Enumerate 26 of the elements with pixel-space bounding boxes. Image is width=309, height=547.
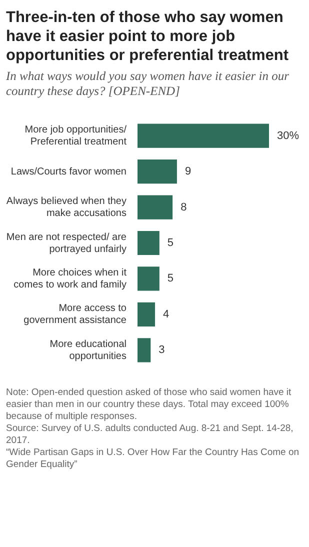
- data-label: 5: [167, 272, 174, 285]
- y-tick-label: More choices when it comes to work and family: [14, 267, 127, 290]
- bar: [138, 195, 173, 220]
- bar: [138, 160, 177, 184]
- bar: [138, 338, 151, 362]
- y-tick-label: More educational opportunities: [50, 338, 126, 362]
- data-label: 4: [163, 308, 170, 320]
- bar: [138, 302, 156, 326]
- source-note: Source: Survey of U.S. adults conducted Aug. 8-21 and Sept. 14-28, 2017.: [6, 423, 294, 447]
- chart-subtitle: In what ways would you say women have it easier in our country these days? [OPEN-END]: [6, 69, 290, 99]
- data-label: 30%: [277, 130, 300, 142]
- bar: [138, 266, 160, 291]
- text: “Wide Partisan Gaps in U.S. Over How Far the Country Has Come on Gender Equality”: [6, 447, 300, 471]
- text: Note: Open-ended question asked of those who said women have it easier than men in our country these days. Total may exceed 100% because of multiple responses.: [6, 387, 292, 423]
- y-tick-label: Men are not respected/ are portrayed unfairly: [6, 232, 127, 255]
- bar: [138, 124, 269, 148]
- data-label: 5: [167, 237, 174, 250]
- data-label: 9: [184, 166, 192, 178]
- y-tick-label: More access to government assistance: [24, 303, 127, 326]
- chart-title: Three-in-ten of those who say women have it easier point to more job opportunities or preferential treatment: [6, 8, 290, 65]
- y-tick-label: Laws/Courts favor women: [10, 166, 126, 178]
- data-label: 8: [180, 201, 187, 214]
- y-tick-label: More job opportunities/ Preferential treatment: [24, 124, 127, 148]
- y-tick-label: Always believed when they make accusations: [6, 196, 126, 220]
- bar: [138, 230, 160, 256]
- data-label: 3: [158, 344, 165, 356]
